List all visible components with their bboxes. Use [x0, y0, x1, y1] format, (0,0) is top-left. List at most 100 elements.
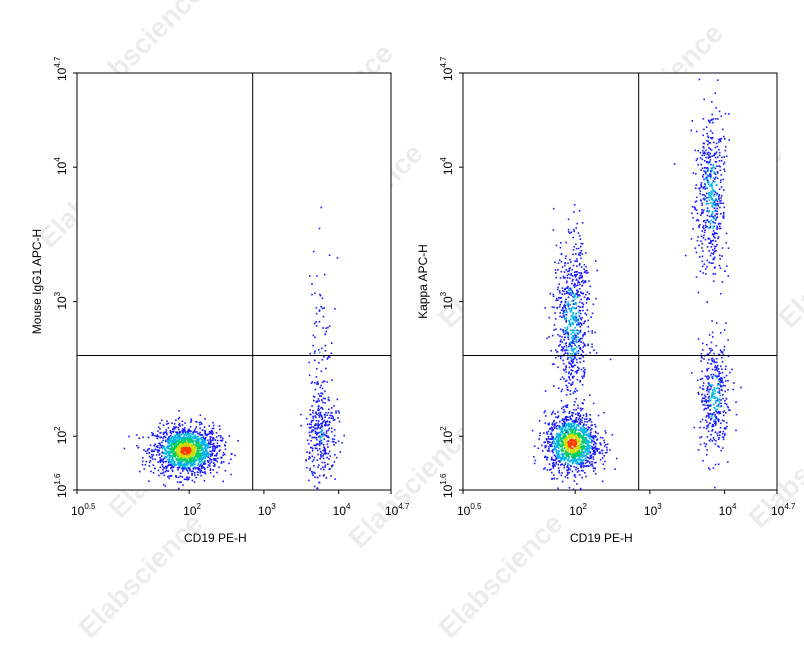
data-point — [174, 464, 177, 466]
data-point — [561, 289, 564, 292]
data-point — [197, 437, 199, 440]
data-point — [203, 426, 206, 428]
data-point — [219, 449, 221, 451]
data-point — [314, 424, 317, 426]
data-point — [726, 405, 729, 408]
data-point — [208, 432, 211, 435]
data-point — [590, 316, 592, 318]
data-point — [555, 449, 557, 451]
data-point — [585, 293, 587, 296]
data-point — [566, 386, 569, 388]
data-point — [323, 438, 325, 440]
data-point — [546, 449, 549, 452]
data-point — [712, 395, 714, 398]
data-point — [728, 113, 730, 115]
data-point — [200, 437, 203, 440]
data-point — [578, 276, 581, 279]
data-point — [713, 415, 716, 418]
data-point — [192, 457, 194, 460]
data-point — [191, 446, 194, 449]
data-point — [701, 370, 703, 373]
data-point — [547, 436, 550, 438]
data-point — [191, 473, 193, 475]
data-point — [572, 441, 574, 443]
data-point — [566, 424, 568, 427]
data-point — [708, 154, 710, 156]
data-point — [717, 405, 719, 407]
data-point — [719, 349, 722, 351]
data-point — [565, 318, 567, 320]
data-point — [564, 440, 566, 442]
data-point — [183, 443, 185, 446]
data-point — [563, 305, 565, 308]
data-point — [703, 194, 705, 196]
data-point — [719, 379, 722, 381]
data-point — [156, 446, 159, 449]
data-point — [708, 404, 710, 407]
data-point — [212, 475, 215, 478]
data-point — [572, 322, 574, 325]
data-point — [575, 429, 578, 431]
data-point — [312, 250, 315, 253]
data-point — [587, 271, 589, 274]
data-point — [574, 320, 577, 323]
data-point — [719, 254, 721, 257]
data-point — [164, 431, 167, 433]
data-point — [319, 386, 321, 389]
data-point — [567, 469, 570, 471]
data-point — [157, 469, 160, 472]
data-point — [712, 204, 715, 206]
data-point — [583, 447, 585, 449]
data-point — [729, 371, 731, 374]
data-point — [546, 469, 549, 471]
data-point — [210, 439, 212, 441]
data-point — [697, 391, 700, 394]
data-point — [725, 322, 727, 324]
data-point — [323, 468, 325, 471]
data-point — [564, 425, 567, 427]
data-point — [308, 458, 310, 460]
data-point — [320, 456, 322, 458]
data-point — [712, 118, 715, 120]
data-point — [574, 260, 576, 262]
data-point — [559, 428, 562, 431]
data-point — [567, 285, 569, 288]
data-point — [550, 468, 552, 470]
data-point — [579, 429, 581, 431]
data-point — [186, 451, 189, 453]
data-point — [319, 293, 321, 296]
data-point — [191, 470, 193, 473]
data-point — [328, 436, 330, 439]
data-point — [711, 187, 713, 189]
data-point — [316, 449, 319, 452]
data-point — [594, 423, 596, 426]
data-point — [552, 439, 555, 441]
data-point — [308, 452, 311, 454]
data-point — [713, 190, 716, 192]
data-point — [586, 448, 588, 450]
data-point — [725, 242, 728, 244]
data-point — [582, 279, 584, 282]
data-point — [317, 443, 319, 445]
data-point — [722, 163, 725, 165]
data-point — [694, 201, 697, 203]
data-point — [590, 421, 593, 423]
data-point — [182, 442, 184, 444]
data-point — [173, 435, 176, 438]
data-point — [182, 470, 184, 472]
data-point — [577, 232, 580, 234]
data-point — [580, 455, 583, 457]
data-point — [320, 454, 322, 457]
data-point — [175, 463, 178, 466]
data-point — [581, 460, 583, 463]
data-point — [715, 439, 717, 442]
data-point — [700, 169, 702, 171]
data-point — [714, 266, 716, 268]
data-point — [323, 474, 325, 476]
data-point — [713, 403, 715, 406]
data-point — [558, 296, 560, 299]
data-point — [579, 414, 582, 417]
data-point — [327, 429, 330, 432]
data-point — [572, 348, 575, 350]
data-point — [702, 142, 705, 145]
